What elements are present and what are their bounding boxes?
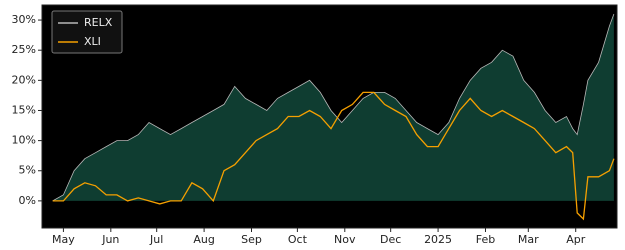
- y-tick-label: 25%: [12, 43, 36, 56]
- y-tick-label: 5%: [19, 164, 36, 177]
- y-tick-label: 30%: [12, 13, 36, 26]
- x-tick-label: Jul: [149, 233, 163, 246]
- area-fill: [52, 14, 614, 201]
- series-line: [52, 91, 615, 221]
- series-line: [52, 13, 615, 202]
- x-tick-label: Sep: [241, 233, 262, 246]
- x-tick-label: Dec: [380, 233, 401, 246]
- x-tick-label: Feb: [476, 233, 495, 246]
- legend-label: XLI: [84, 35, 101, 48]
- y-tick-label: 10%: [12, 134, 36, 147]
- y-tick-label: 0%: [19, 194, 36, 207]
- x-tick-label: Jun: [101, 233, 119, 246]
- x-tick-label: Apr: [566, 233, 586, 246]
- x-tick-label: 2025: [424, 233, 452, 246]
- legend: RELX XLI: [51, 10, 123, 54]
- x-tick-label: Mar: [518, 233, 539, 246]
- plot-frame: [41, 4, 618, 229]
- x-tick-label: May: [52, 233, 75, 246]
- x-tick-label: Oct: [288, 233, 308, 246]
- y-tick-label: 20%: [12, 73, 36, 86]
- legend-label: RELX: [84, 16, 113, 29]
- x-tick-label: Aug: [193, 233, 214, 246]
- y-tick-label: 15%: [12, 103, 36, 116]
- x-tick-label: Nov: [334, 233, 356, 246]
